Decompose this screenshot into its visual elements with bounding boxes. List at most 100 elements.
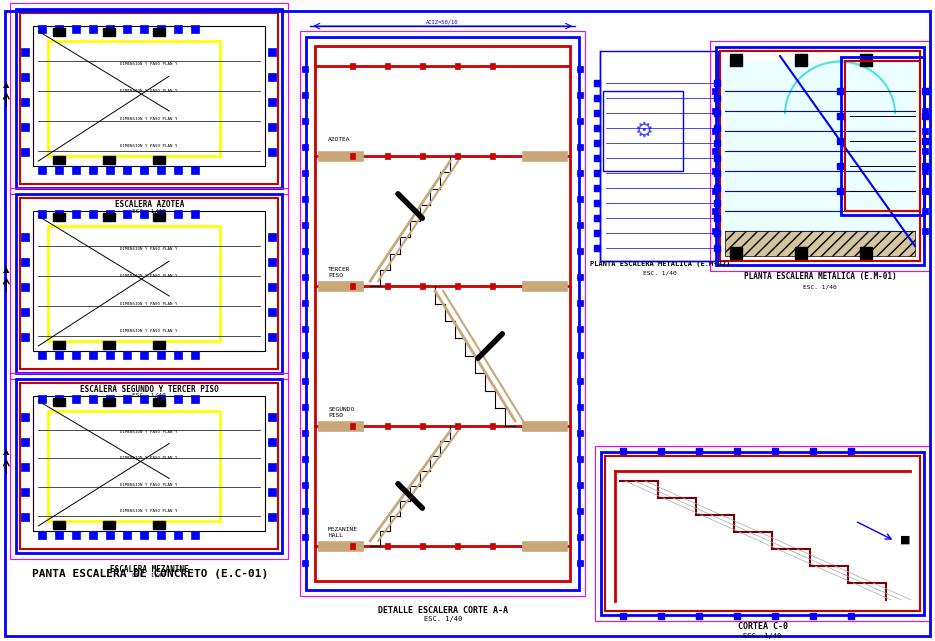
Bar (714, 140, 720, 146)
Bar (38, 531, 46, 539)
Text: DIMENSION Y PASO PLAN Y: DIMENSION Y PASO PLAN Y (121, 301, 178, 306)
Bar (455, 543, 460, 549)
Bar (72, 531, 80, 539)
Bar (34, 26, 266, 166)
Bar (594, 155, 600, 161)
Bar (72, 210, 80, 218)
Bar (837, 88, 843, 94)
Bar (89, 351, 97, 359)
Bar (714, 230, 720, 236)
Bar (385, 63, 390, 69)
Text: ACIZ=50/10: ACIZ=50/10 (426, 19, 459, 24)
Bar (123, 531, 131, 539)
Bar (107, 210, 114, 218)
Bar (318, 421, 363, 431)
Bar (49, 41, 221, 156)
Bar (714, 200, 720, 206)
Bar (714, 215, 720, 221)
Bar (192, 531, 199, 539)
Bar (490, 63, 496, 69)
Bar (153, 341, 165, 349)
Text: DIMENSION Y PASO PLAN Y: DIMENSION Y PASO PLAN Y (121, 89, 178, 93)
Bar (153, 156, 165, 164)
Bar (837, 188, 843, 194)
Bar (795, 54, 807, 66)
Bar (153, 398, 165, 406)
Text: DIMENSION Y PASO PLAN Y: DIMENSION Y PASO PLAN Y (121, 144, 178, 148)
Bar (594, 185, 600, 191)
Bar (714, 95, 720, 101)
Bar (153, 213, 165, 221)
Bar (302, 560, 309, 566)
Bar (603, 91, 683, 171)
Bar (268, 463, 276, 471)
Bar (174, 531, 182, 539)
Bar (53, 156, 65, 164)
Bar (594, 110, 600, 116)
Bar (16, 9, 282, 188)
Text: ESC. 1/40: ESC. 1/40 (133, 393, 166, 398)
Bar (10, 373, 288, 559)
Bar (34, 396, 266, 531)
Bar (22, 463, 29, 471)
Bar (658, 448, 664, 454)
Bar (49, 411, 221, 521)
Bar (103, 213, 115, 221)
Bar (712, 168, 718, 174)
Bar (845, 61, 920, 211)
Bar (712, 88, 718, 94)
Bar (455, 423, 460, 429)
Text: ESC. 1/40: ESC. 1/40 (424, 616, 462, 622)
Bar (577, 560, 583, 566)
Text: ESC. 1/40: ESC. 1/40 (133, 573, 166, 578)
Bar (302, 378, 309, 384)
Bar (107, 166, 114, 174)
Bar (712, 128, 718, 134)
Bar (140, 395, 149, 403)
Bar (22, 48, 29, 56)
Bar (725, 61, 915, 231)
Bar (53, 213, 65, 221)
Bar (192, 351, 199, 359)
Bar (268, 148, 276, 156)
Bar (490, 153, 496, 159)
Bar (658, 613, 664, 619)
Bar (734, 613, 741, 619)
Bar (302, 196, 309, 202)
Bar (594, 230, 600, 236)
Bar (140, 531, 149, 539)
Bar (302, 534, 309, 540)
Bar (601, 452, 924, 615)
Bar (725, 231, 915, 256)
Bar (837, 163, 843, 169)
Text: DIMENSION Y PASO PLAN Y: DIMENSION Y PASO PLAN Y (121, 247, 178, 251)
Bar (302, 300, 309, 306)
Bar (922, 148, 928, 154)
Bar (107, 25, 114, 33)
Bar (22, 233, 29, 241)
Bar (89, 210, 97, 218)
Bar (302, 482, 309, 488)
Bar (810, 613, 816, 619)
Bar (420, 63, 425, 69)
Bar (795, 247, 807, 259)
Bar (268, 413, 276, 421)
Bar (174, 395, 182, 403)
Bar (714, 185, 720, 191)
Bar (22, 283, 29, 291)
Bar (577, 352, 583, 358)
Text: PLANTA ESCALERA METALICA (E.M-01): PLANTA ESCALERA METALICA (E.M-01) (743, 272, 897, 281)
Bar (922, 228, 928, 234)
Bar (577, 404, 583, 410)
Bar (103, 398, 115, 406)
Bar (153, 521, 165, 529)
Bar (577, 378, 583, 384)
Bar (351, 63, 355, 69)
Bar (268, 438, 276, 446)
Bar (577, 222, 583, 228)
Bar (716, 47, 924, 265)
Text: ESC. 1/40: ESC. 1/40 (133, 208, 166, 213)
Bar (922, 138, 928, 144)
Bar (302, 456, 309, 462)
Bar (922, 208, 928, 214)
